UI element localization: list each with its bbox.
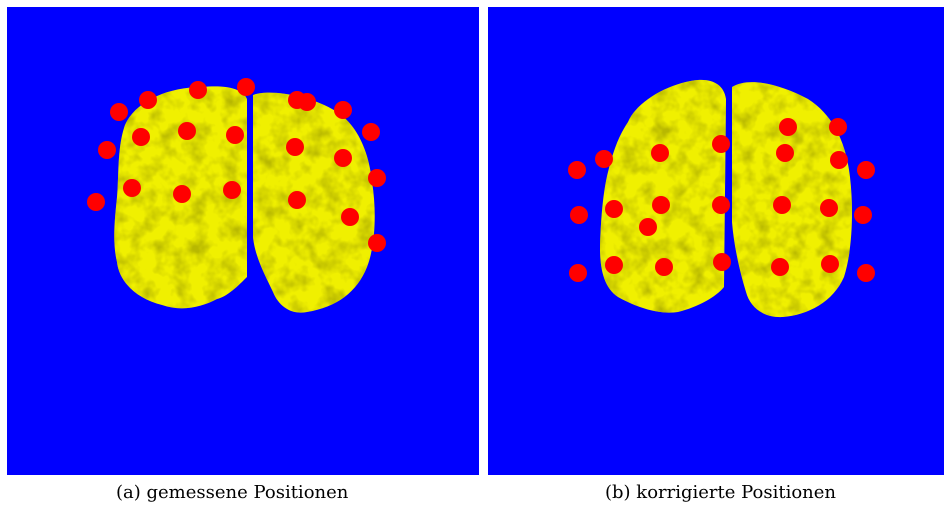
caption-corrected: (b) korrigierte Positionen xyxy=(605,482,837,503)
electrode-dot xyxy=(110,103,128,121)
electrode-dot xyxy=(173,185,191,203)
brain-right-hemisphere xyxy=(253,92,375,313)
brain-figure-corrected xyxy=(568,79,875,318)
electrode-set-corrected xyxy=(568,118,875,282)
electrode-dot xyxy=(298,93,316,111)
electrode-dot xyxy=(139,91,157,109)
electrode-dot xyxy=(178,122,196,140)
panel-measured-positions xyxy=(7,7,479,475)
electrode-dot xyxy=(712,196,730,214)
electrode-dot xyxy=(652,196,670,214)
electrode-dot xyxy=(651,144,669,162)
electrode-dot xyxy=(334,101,352,119)
electrode-dot xyxy=(713,253,731,271)
electrode-set-measured xyxy=(87,78,386,252)
electrode-dot xyxy=(776,144,794,162)
electrode-dot xyxy=(857,161,875,179)
electrode-dot xyxy=(605,256,623,274)
electrode-dot xyxy=(605,200,623,218)
electrode-dot xyxy=(821,255,839,273)
electrode-dot xyxy=(132,128,150,146)
electrode-dot xyxy=(771,258,789,276)
electrode-dot xyxy=(569,264,587,282)
electrode-dot xyxy=(341,208,359,226)
electrode-dot xyxy=(223,181,241,199)
electrode-dot xyxy=(820,199,838,217)
electrode-dot xyxy=(87,193,105,211)
electrode-dot xyxy=(854,206,872,224)
electrode-dot xyxy=(189,81,207,99)
electrode-dot xyxy=(288,191,306,209)
electrode-dot xyxy=(857,264,875,282)
electrode-dot xyxy=(226,126,244,144)
electrode-dot xyxy=(779,118,797,136)
electrode-dot xyxy=(334,149,352,167)
electrode-dot xyxy=(368,234,386,252)
brain-figure-measured xyxy=(87,78,386,313)
electrode-dot xyxy=(570,206,588,224)
electrode-dot xyxy=(98,141,116,159)
electrode-dot xyxy=(568,161,586,179)
caption-measured: (a) gemessene Positionen xyxy=(116,482,349,503)
electrode-dot xyxy=(712,135,730,153)
electrode-dot xyxy=(368,169,386,187)
brain-right-hemisphere xyxy=(732,82,852,318)
electrode-dot xyxy=(639,218,657,236)
electrode-dot xyxy=(830,151,848,169)
electrode-dot xyxy=(773,196,791,214)
electrode-dot xyxy=(286,138,304,156)
electrode-dot xyxy=(595,150,613,168)
electrode-dot xyxy=(123,179,141,197)
panel-corrected-positions xyxy=(488,7,944,475)
electrode-dot xyxy=(829,118,847,136)
electrode-dot xyxy=(655,258,673,276)
electrode-dot xyxy=(362,123,380,141)
electrode-dot xyxy=(237,78,255,96)
